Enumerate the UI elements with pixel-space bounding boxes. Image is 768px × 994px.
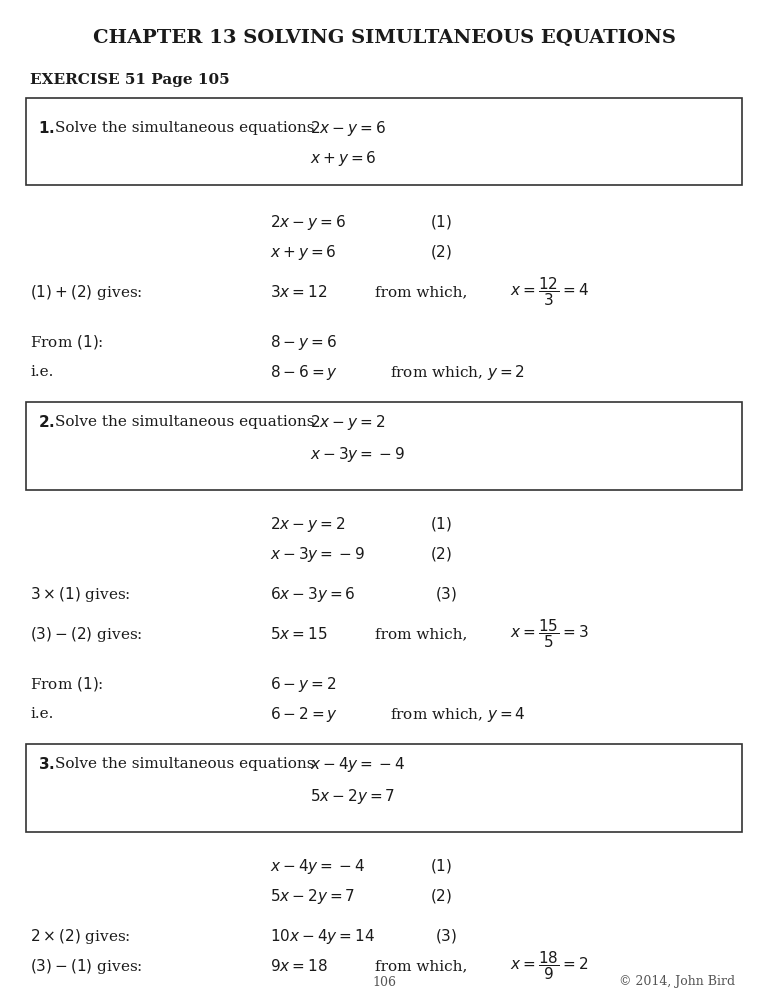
Text: © 2014, John Bird: © 2014, John Bird — [619, 975, 735, 988]
Text: $6 - y = 2$: $6 - y = 2$ — [270, 675, 336, 694]
Text: $(2)$: $(2)$ — [430, 243, 452, 261]
Text: $x - 3y = -9$: $x - 3y = -9$ — [310, 445, 405, 464]
Text: $(3) - (1)$ gives:: $(3) - (1)$ gives: — [30, 956, 143, 975]
Text: CHAPTER 13 SOLVING SIMULTANEOUS EQUATIONS: CHAPTER 13 SOLVING SIMULTANEOUS EQUATION… — [93, 29, 675, 47]
Text: Solve the simultaneous equations: Solve the simultaneous equations — [55, 415, 315, 429]
Text: i.e.: i.e. — [30, 365, 53, 379]
Text: $9x = 18$: $9x = 18$ — [270, 958, 328, 974]
Text: $(3)$: $(3)$ — [435, 585, 457, 603]
Text: $(1)$: $(1)$ — [430, 213, 452, 231]
Text: $8 - y = 6$: $8 - y = 6$ — [270, 333, 337, 352]
Text: $2x - y = 6$: $2x - y = 6$ — [310, 118, 386, 137]
Text: $x = \dfrac{18}{9} = 2$: $x = \dfrac{18}{9} = 2$ — [510, 949, 588, 982]
Text: $x + y = 6$: $x + y = 6$ — [310, 148, 376, 168]
Bar — [26, 98, 742, 185]
Text: $(1) + (2)$ gives:: $(1) + (2)$ gives: — [30, 282, 143, 301]
Text: $(2)$: $(2)$ — [430, 887, 452, 905]
Text: $x - 3y = -9$: $x - 3y = -9$ — [270, 545, 365, 564]
Text: $6x - 3y = 6$: $6x - 3y = 6$ — [270, 584, 356, 603]
Text: $x = \dfrac{12}{3} = 4$: $x = \dfrac{12}{3} = 4$ — [510, 275, 589, 308]
Text: $3 \times (1)$ gives:: $3 \times (1)$ gives: — [30, 584, 131, 603]
Text: from which, $y = 2$: from which, $y = 2$ — [390, 363, 525, 382]
Bar — [26, 402, 742, 490]
Text: i.e.: i.e. — [30, 707, 53, 721]
Text: $\mathbf{3.}$: $\mathbf{3.}$ — [38, 756, 55, 772]
Text: $(3)$: $(3)$ — [435, 927, 457, 945]
Text: $(3) - (2)$ gives:: $(3) - (2)$ gives: — [30, 624, 143, 643]
Text: from which, $y = 4$: from which, $y = 4$ — [390, 705, 526, 724]
Text: $10x - 4y = 14$: $10x - 4y = 14$ — [270, 926, 375, 945]
Text: $6 - 2 = y$: $6 - 2 = y$ — [270, 705, 338, 724]
Text: $5x = 15$: $5x = 15$ — [270, 626, 327, 642]
Text: $2x - y = 2$: $2x - y = 2$ — [310, 413, 386, 431]
Text: From $(1)$:: From $(1)$: — [30, 675, 104, 693]
Text: Solve the simultaneous equations: Solve the simultaneous equations — [55, 121, 315, 135]
Text: $x = \dfrac{15}{5} = 3$: $x = \dfrac{15}{5} = 3$ — [510, 617, 588, 650]
Bar — [26, 744, 742, 832]
Text: Solve the simultaneous equations: Solve the simultaneous equations — [55, 757, 315, 771]
Text: $\mathbf{1.}$: $\mathbf{1.}$ — [38, 120, 55, 136]
Text: $(1)$: $(1)$ — [430, 857, 452, 875]
Text: $2x - y = 6$: $2x - y = 6$ — [270, 213, 346, 232]
Text: $5x - 2y = 7$: $5x - 2y = 7$ — [270, 887, 356, 906]
Text: from which,: from which, — [375, 627, 468, 641]
Text: from which,: from which, — [375, 959, 468, 973]
Text: $5x - 2y = 7$: $5x - 2y = 7$ — [310, 787, 396, 806]
Text: $(2)$: $(2)$ — [430, 545, 452, 563]
Text: EXERCISE 51 Page 105: EXERCISE 51 Page 105 — [30, 73, 230, 87]
Text: $(1)$: $(1)$ — [430, 515, 452, 533]
Text: $x - 4y = -4$: $x - 4y = -4$ — [270, 857, 365, 876]
Text: $2 \times (2)$ gives:: $2 \times (2)$ gives: — [30, 926, 131, 945]
Text: From $(1)$:: From $(1)$: — [30, 333, 104, 351]
Text: 106: 106 — [372, 975, 396, 988]
Text: $x + y = 6$: $x + y = 6$ — [270, 243, 336, 261]
Text: from which,: from which, — [375, 285, 468, 299]
Text: $3x = 12$: $3x = 12$ — [270, 284, 327, 300]
Text: $\mathbf{2.}$: $\mathbf{2.}$ — [38, 414, 55, 430]
Text: $8 - 6 = y$: $8 - 6 = y$ — [270, 363, 338, 382]
Text: $2x - y = 2$: $2x - y = 2$ — [270, 515, 346, 534]
Text: $x - 4y = -4$: $x - 4y = -4$ — [310, 754, 405, 773]
